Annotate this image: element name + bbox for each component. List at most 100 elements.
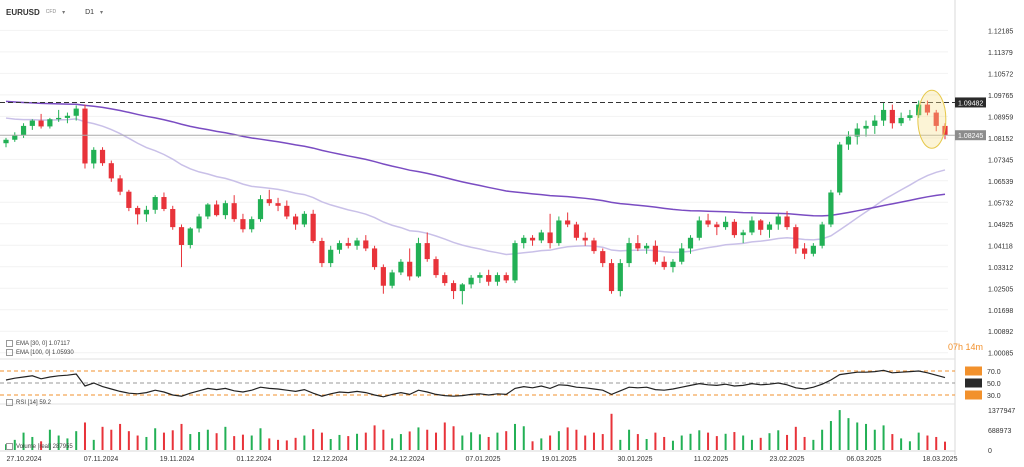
candle-body [924, 104, 931, 113]
volume-legend[interactable]: Volume [real] 287955 [6, 443, 73, 450]
candle-body [345, 243, 351, 246]
candle-body [371, 248, 378, 268]
candle-body [459, 284, 465, 292]
volume-bar [803, 436, 806, 450]
candle [758, 219, 764, 236]
volume-bar [48, 429, 51, 450]
candle [205, 203, 211, 220]
volume-bar [250, 435, 253, 450]
rsi-toggle-icon[interactable] [6, 399, 13, 406]
volume-legend-text: Volume [real] 287955 [16, 443, 73, 450]
candle-body [301, 213, 307, 225]
candle-body [608, 263, 615, 292]
candle [819, 221, 825, 249]
time-axis[interactable]: 27.10.2024 07.11.2024 19.11.2024 01.12.2024… [0, 450, 958, 463]
candle-body [468, 277, 474, 285]
candle [538, 229, 544, 244]
price-axis[interactable]: 1.12185 1.11379 1.10572 1.09765 1.08959 1.081… [988, 28, 1013, 357]
rsi-tick-label: 70.0 [987, 369, 1001, 376]
candle [512, 240, 518, 284]
volume-bar [189, 434, 192, 450]
symbol-chevron-down-icon[interactable]: ▾ [62, 9, 66, 16]
candle-body [117, 178, 123, 192]
y-tick-label: 1.01698 [988, 308, 1013, 315]
ema100-line [5, 100, 946, 217]
candle [600, 248, 606, 268]
candle [661, 256, 667, 270]
volume-bar [865, 423, 868, 450]
candle [231, 195, 237, 222]
candle-body [398, 261, 404, 273]
candle [249, 216, 255, 233]
candle-body [292, 216, 299, 225]
rsi-legend[interactable]: RSI [14] 59.2 [6, 399, 51, 406]
candle-body [205, 204, 211, 217]
volume-bar [408, 431, 411, 450]
candle [161, 192, 167, 212]
x-tick-label: 24.12.2024 [389, 456, 424, 463]
candle-body [310, 213, 316, 241]
candle [880, 102, 887, 126]
volume-bar [654, 432, 657, 450]
candle [363, 235, 369, 252]
ema30-legend[interactable]: EMA [30, 0] 1.07117 [6, 340, 70, 347]
candle-body [389, 272, 395, 286]
volume-bar [592, 432, 595, 450]
candle-body [573, 224, 580, 238]
y-tick-label: 1.02505 [988, 286, 1013, 293]
candle-body [29, 120, 35, 126]
volume-bar [356, 433, 359, 450]
candle [47, 117, 53, 129]
y-tick-label: 1.03312 [988, 265, 1013, 272]
candle [810, 243, 816, 257]
x-tick-label: 07.11.2024 [84, 456, 119, 463]
candle [740, 229, 746, 244]
volume-bar [277, 439, 280, 450]
candle [854, 123, 860, 145]
volume-bar [698, 430, 701, 450]
candle [696, 216, 702, 241]
candle [793, 224, 799, 254]
volume-bar [364, 432, 367, 450]
candle [450, 280, 457, 300]
candle-body [214, 204, 220, 216]
timeframe-chevron-down-icon[interactable]: ▾ [100, 9, 104, 16]
candle [214, 200, 220, 217]
candle [82, 104, 88, 169]
candle-body [600, 251, 606, 264]
volume-bar [540, 438, 543, 450]
candle-body [766, 224, 773, 230]
candle-body [328, 249, 334, 264]
ema30-toggle-icon[interactable] [6, 340, 13, 347]
ema100-toggle-icon[interactable] [6, 349, 13, 356]
candle-body [538, 232, 544, 241]
candle [705, 213, 711, 228]
ema100-legend[interactable]: EMA [100, 0] 1.05930 [6, 349, 74, 356]
volume-bar [180, 423, 183, 450]
candle-body [617, 263, 623, 292]
candle-body [284, 205, 290, 217]
candle [301, 211, 307, 228]
timeframe-label[interactable]: D1 [85, 8, 95, 16]
candle-body [450, 283, 457, 292]
ema-lines [5, 100, 946, 256]
candle [336, 240, 343, 254]
candle [924, 100, 931, 116]
rsi-band-tag [965, 366, 982, 376]
candle-body [705, 220, 711, 225]
candle-body [723, 221, 729, 228]
volume-toggle-icon[interactable] [6, 443, 13, 450]
volume-bar [873, 429, 876, 450]
candle-body [336, 243, 343, 250]
volume-bar [759, 437, 762, 450]
volume-bar [92, 439, 95, 450]
volume-bar [347, 436, 350, 450]
candle-body [784, 216, 790, 228]
candle [442, 272, 448, 286]
candle-body [828, 192, 834, 225]
candle-body [266, 199, 272, 204]
candle-body [529, 237, 536, 241]
volume-bar [733, 432, 736, 450]
chart-header: EURUSD CFD ▾ D1 ▾ [6, 5, 103, 19]
